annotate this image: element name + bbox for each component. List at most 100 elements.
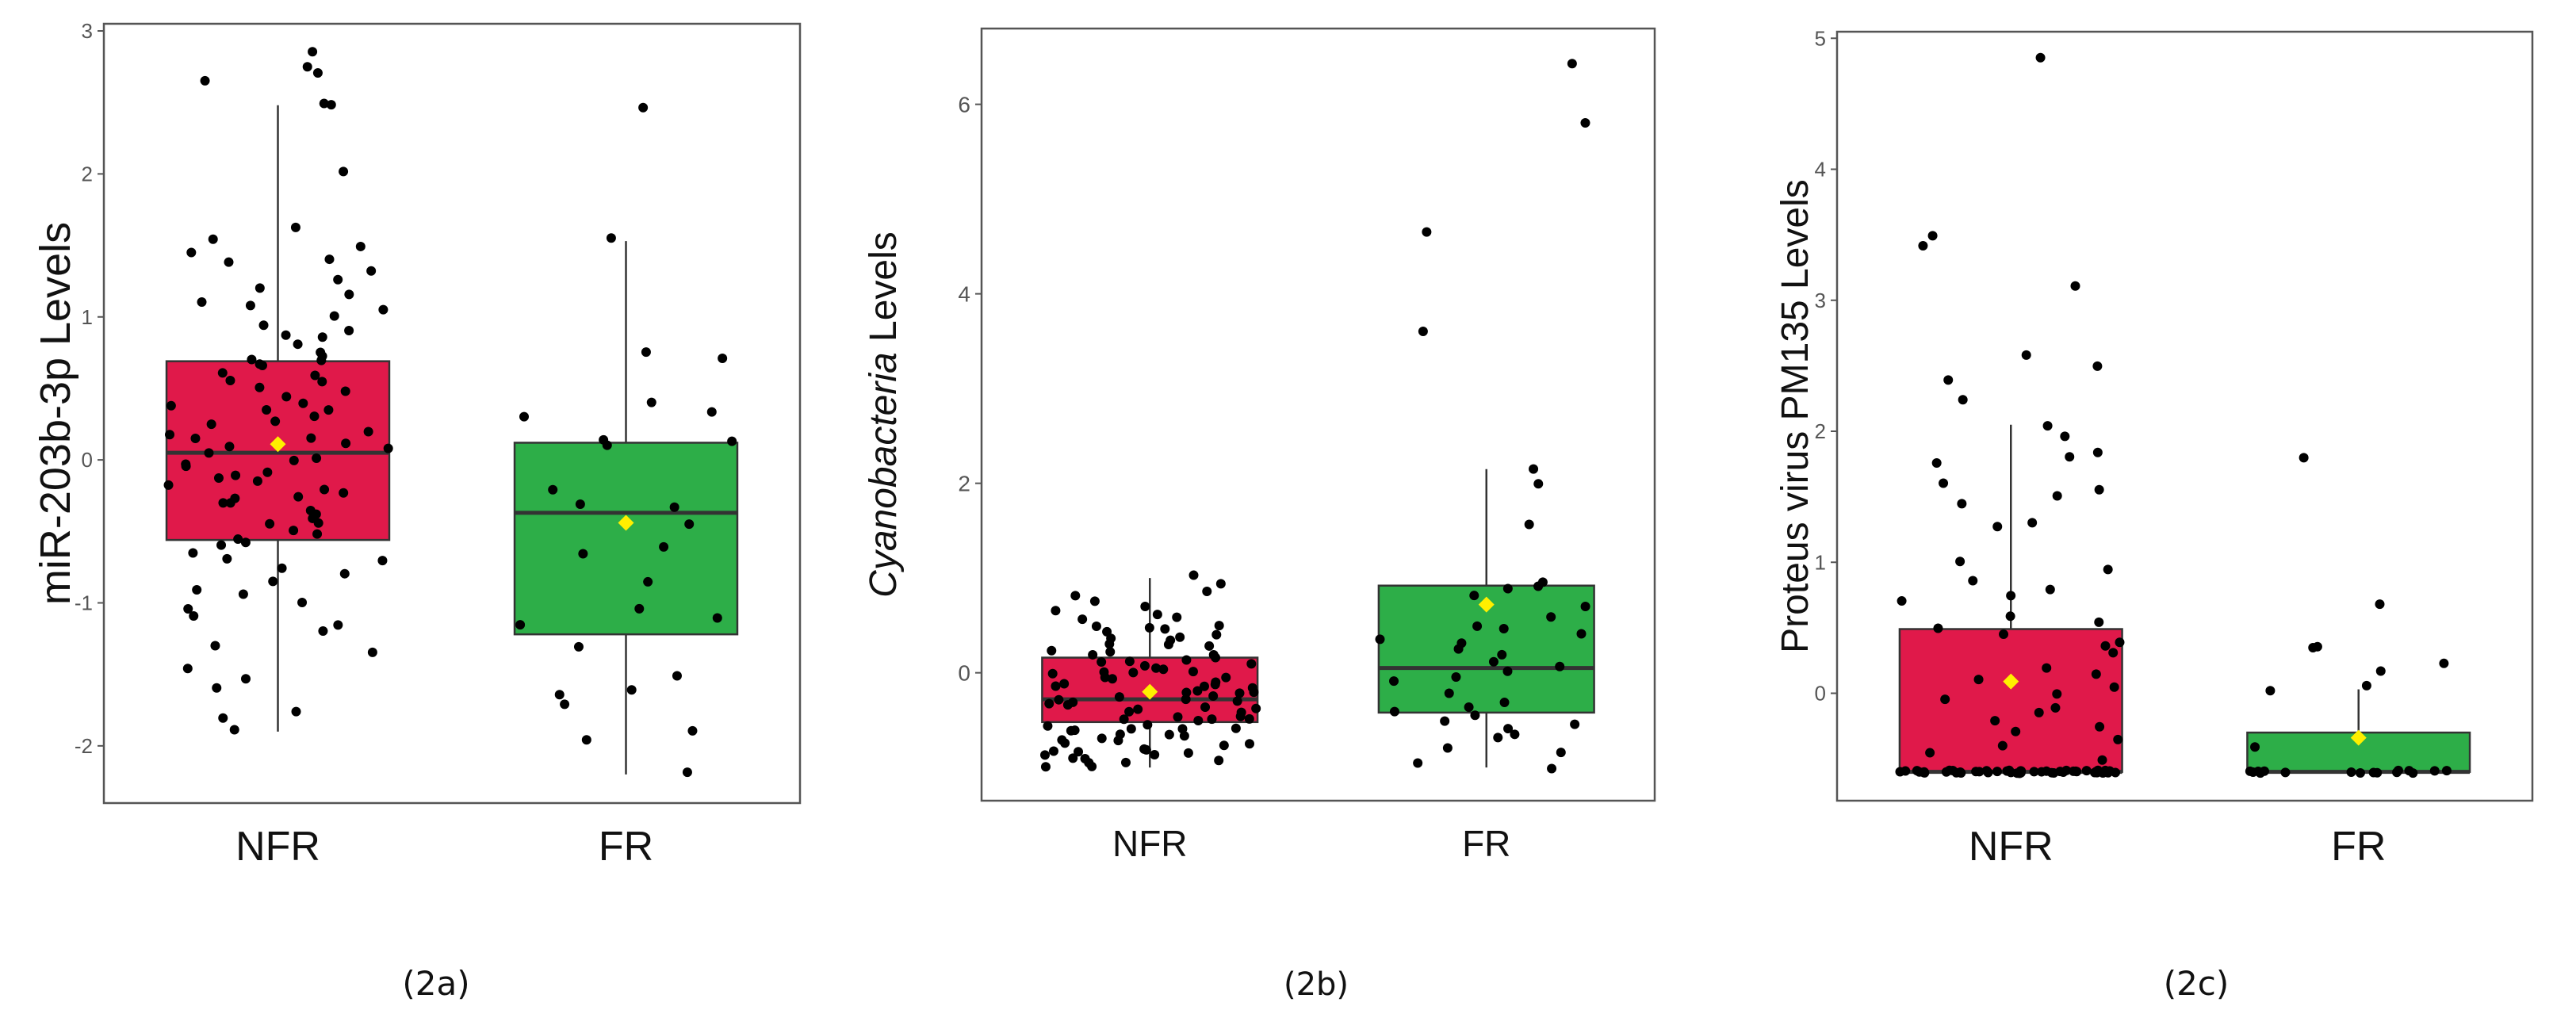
mean-marker bbox=[1478, 596, 1495, 613]
data-point bbox=[1375, 634, 1385, 645]
data-point bbox=[1464, 702, 1474, 712]
data-point bbox=[312, 68, 323, 78]
data-point bbox=[319, 98, 329, 109]
x-category-label: FR bbox=[2331, 824, 2386, 870]
data-point bbox=[1124, 706, 1135, 717]
data-point bbox=[1158, 664, 1169, 675]
data-point bbox=[1927, 231, 1938, 241]
data-point bbox=[293, 492, 304, 502]
panel-1: -2 -1 0 1 2 3 miR-203b-3p Levels NFR FR (2a) bbox=[32, 19, 802, 1003]
data-point bbox=[1555, 661, 1565, 671]
data-point bbox=[217, 368, 228, 378]
data-point bbox=[1502, 583, 1513, 594]
data-point bbox=[1059, 679, 1070, 689]
data-point bbox=[1246, 659, 1257, 669]
data-point bbox=[1576, 629, 1587, 639]
data-point bbox=[706, 407, 717, 417]
data-point bbox=[1068, 697, 1078, 707]
data-point bbox=[1968, 576, 1978, 586]
data-point bbox=[1193, 716, 1204, 726]
data-point bbox=[2429, 766, 2440, 776]
data-point bbox=[245, 300, 255, 311]
mean-marker bbox=[1142, 683, 1158, 700]
data-point bbox=[1234, 688, 1245, 698]
data-point bbox=[1497, 649, 1507, 660]
data-point bbox=[247, 354, 257, 365]
group-fr bbox=[2245, 453, 2471, 778]
data-point bbox=[163, 480, 174, 490]
data-point bbox=[2298, 453, 2309, 463]
data-point bbox=[262, 467, 273, 477]
data-point bbox=[2375, 666, 2386, 676]
data-point bbox=[326, 100, 336, 110]
data-point bbox=[1214, 621, 1224, 631]
data-point bbox=[308, 47, 318, 57]
group-nfr bbox=[163, 47, 393, 735]
data-point bbox=[277, 563, 287, 573]
data-point bbox=[1925, 748, 1935, 758]
panel-2: 0 2 4 6 Cyanobacteria Levels NFR FR (2b) bbox=[863, 27, 1656, 1003]
data-point bbox=[189, 611, 199, 622]
data-point bbox=[313, 518, 323, 528]
data-point bbox=[2346, 767, 2356, 778]
group-fr bbox=[1375, 59, 1595, 774]
data-point bbox=[1219, 740, 1229, 751]
data-point bbox=[672, 671, 682, 681]
data-point bbox=[367, 647, 377, 657]
data-point bbox=[1164, 729, 1174, 740]
data-point bbox=[1126, 724, 1136, 734]
data-point bbox=[1503, 724, 1514, 734]
data-point bbox=[265, 518, 275, 529]
data-point bbox=[1172, 612, 1182, 622]
data-point bbox=[1104, 639, 1115, 649]
data-point bbox=[1173, 712, 1183, 722]
panel-caption: (2a) bbox=[402, 964, 469, 1003]
y-tick-label: 2 bbox=[82, 162, 93, 186]
data-point bbox=[2050, 702, 2061, 713]
data-point bbox=[1211, 677, 1221, 687]
data-point bbox=[333, 620, 343, 630]
data-point bbox=[1918, 241, 1928, 251]
data-point bbox=[1556, 748, 1566, 758]
y-tick-label: 5 bbox=[1815, 26, 1826, 50]
data-point bbox=[1128, 668, 1139, 678]
data-point bbox=[519, 411, 530, 422]
data-point bbox=[1940, 694, 1950, 705]
data-point bbox=[1470, 710, 1480, 721]
data-point bbox=[229, 725, 239, 735]
data-point bbox=[1139, 744, 1150, 754]
y-axis-label-italic: Cyanobacteria bbox=[863, 352, 905, 598]
y-tick-label: 0 bbox=[1815, 682, 1826, 706]
data-point bbox=[290, 222, 300, 232]
data-point bbox=[2094, 484, 2104, 495]
data-point bbox=[1958, 395, 1968, 405]
x-category-label: FR bbox=[599, 824, 653, 870]
box-iqr bbox=[513, 442, 739, 636]
data-point bbox=[2034, 707, 2044, 717]
data-point bbox=[231, 470, 241, 480]
data-point bbox=[240, 537, 251, 548]
data-point bbox=[204, 448, 214, 458]
data-point bbox=[2439, 658, 2449, 668]
data-point bbox=[1992, 522, 2003, 532]
y-tick-label: 1 bbox=[1815, 550, 1826, 574]
x-category-label: FR bbox=[1462, 823, 1510, 864]
data-point bbox=[606, 233, 616, 243]
data-point bbox=[270, 416, 281, 427]
data-point bbox=[718, 353, 728, 363]
data-point bbox=[212, 683, 222, 693]
data-point bbox=[578, 549, 588, 559]
y-axis-label: Cyanobacteria Levels bbox=[863, 231, 905, 598]
data-point bbox=[2115, 637, 2125, 648]
data-point bbox=[2060, 431, 2070, 442]
data-point bbox=[1251, 703, 1261, 713]
data-point bbox=[1493, 733, 1503, 743]
data-point bbox=[2392, 767, 2402, 778]
data-point bbox=[2094, 617, 2104, 627]
data-point bbox=[2036, 767, 2046, 777]
data-point bbox=[1100, 672, 1110, 683]
data-point bbox=[1133, 704, 1143, 714]
data-point bbox=[1115, 729, 1125, 740]
data-point bbox=[1160, 624, 1170, 634]
